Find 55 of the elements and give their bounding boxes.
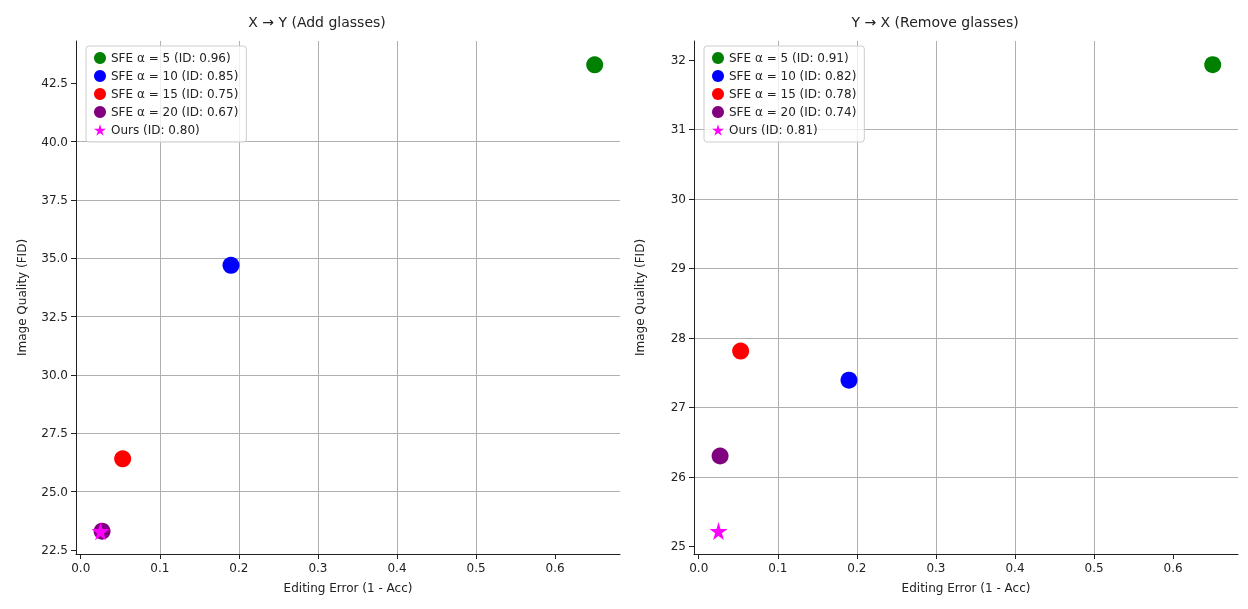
y-tick-label: 27 bbox=[670, 400, 686, 415]
x-axis-title: Editing Error (1 - Acc) bbox=[283, 581, 413, 595]
point bbox=[711, 447, 729, 465]
y-axis-title: Image Quality (FID) bbox=[633, 238, 647, 357]
y-tick-label: 22.5 bbox=[41, 542, 68, 557]
y-tick-label: 30 bbox=[670, 191, 686, 206]
point bbox=[709, 522, 728, 541]
chart-title: X → Y (Add glasses) bbox=[248, 14, 386, 30]
x-tick-label: 0.1 bbox=[150, 561, 170, 575]
y-tick-label: 25 bbox=[670, 539, 686, 554]
y-tick-label: 32 bbox=[670, 52, 686, 67]
x-tick-label: 0.6 bbox=[1163, 561, 1183, 575]
x-tick-label: 0.6 bbox=[545, 561, 565, 575]
chart-title: Y → X (Remove glasses) bbox=[850, 14, 1019, 30]
point bbox=[732, 342, 750, 360]
point bbox=[1204, 56, 1222, 74]
y-tick-label: 25.0 bbox=[41, 484, 68, 499]
legend-label: SFE α = 10 (ID: 0.82) bbox=[729, 69, 857, 83]
x-tick-label: 0.4 bbox=[1005, 561, 1025, 575]
x-tick-label: 0.0 bbox=[71, 561, 91, 575]
point bbox=[586, 56, 604, 74]
y-tick-label: 27.5 bbox=[41, 426, 68, 441]
y-tick-label: 32.5 bbox=[41, 309, 68, 324]
x-tick-label: 0.3 bbox=[308, 561, 328, 575]
y-tick-label: 42.5 bbox=[41, 76, 68, 91]
legend-label: SFE α = 5 (ID: 0.91) bbox=[729, 51, 849, 65]
y-tick-label: 30.0 bbox=[41, 367, 68, 382]
x-tick-label: 0.1 bbox=[768, 561, 788, 575]
x-tick-label: 0.5 bbox=[1084, 561, 1104, 575]
y-axis-title: Image Quality (FID) bbox=[15, 238, 29, 357]
legend-label: SFE α = 15 (ID: 0.75) bbox=[111, 87, 239, 101]
legend-label: SFE α = 20 (ID: 0.74) bbox=[729, 105, 857, 119]
y-tick-label: 35.0 bbox=[41, 251, 68, 266]
legend-label: SFE α = 5 (ID: 0.96) bbox=[111, 51, 231, 65]
point bbox=[114, 450, 132, 468]
point bbox=[222, 256, 240, 274]
x-axis-title: Editing Error (1 - Acc) bbox=[901, 581, 1031, 595]
y-tick-label: 37.5 bbox=[41, 193, 68, 208]
x-tick-label: 0.3 bbox=[926, 561, 946, 575]
y-tick-label: 26 bbox=[670, 469, 686, 484]
x-tick-label: 0.0 bbox=[689, 561, 709, 575]
x-tick-label: 0.5 bbox=[466, 561, 486, 575]
x-tick-label: 0.4 bbox=[387, 561, 407, 575]
y-tick-label: 29 bbox=[670, 261, 686, 276]
y-tick-label: 28 bbox=[670, 330, 686, 345]
legend-label: SFE α = 15 (ID: 0.78) bbox=[729, 87, 857, 101]
legend-label: SFE α = 10 (ID: 0.85) bbox=[111, 69, 239, 83]
legend-label: SFE α = 20 (ID: 0.67) bbox=[111, 105, 239, 119]
x-tick-label: 0.2 bbox=[847, 561, 867, 575]
x-tick-label: 0.2 bbox=[229, 561, 249, 575]
y-tick-label: 40.0 bbox=[41, 134, 68, 149]
legend-label: Ours (ID: 0.81) bbox=[729, 123, 818, 137]
legend-label: Ours (ID: 0.80) bbox=[111, 123, 200, 137]
point bbox=[840, 371, 858, 389]
y-tick-label: 31 bbox=[670, 122, 686, 137]
